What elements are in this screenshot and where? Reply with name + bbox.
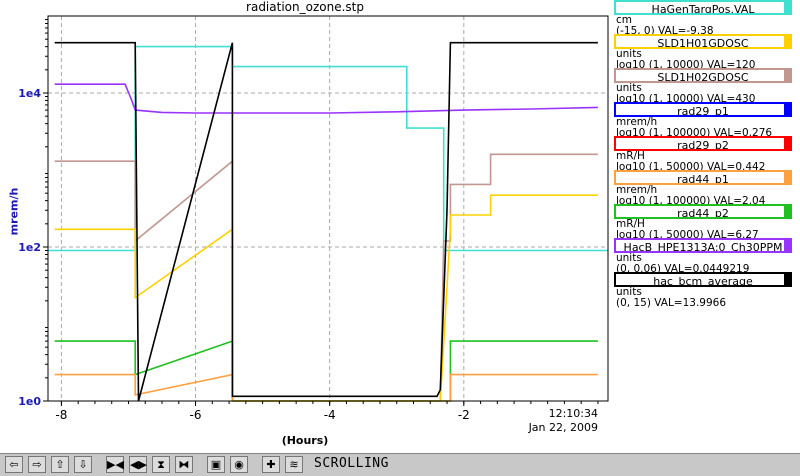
arrow-down-button[interactable]: ⇩ [74, 456, 92, 473]
legend-unit: units [616, 252, 642, 264]
arrow-right-button[interactable]: ⇨ [28, 456, 46, 473]
legend-series-name: SLD1H02GDOSC [657, 71, 749, 83]
zoom-out-y-button[interactable]: ⧓ [175, 456, 193, 473]
toolbar: ⇦ ⇨ ⇧ ⇩ ▶◀ ◀▶ ⧗ ⧓ ▣ ◉ ✚ ≋ SCROLLING [0, 453, 800, 476]
series-hac-bcm-average [54, 41, 598, 402]
x-tick-label: -8 [55, 408, 67, 422]
series-hagentargpos-val [48, 45, 608, 252]
legend-range: log10 (1, 100000) VAL=2.04 [616, 195, 766, 207]
legend-series-name: rad44_p2 [677, 207, 729, 219]
legend-entry[interactable]: rad44_p2 mR/H log10 (1, 50000) VAL=6.27 [612, 204, 800, 241]
series-sld1h02gdosc [54, 153, 598, 402]
autoscale-button[interactable]: ▣ [207, 456, 225, 473]
x-tick-label: -6 [190, 408, 202, 422]
current-time-stamp: 12:10:34 Jan 22, 2009 [520, 407, 598, 435]
series-rad44-p2 [54, 339, 598, 402]
legend-color-swatch [784, 138, 790, 149]
legend-series-name: rad29_p2 [677, 139, 729, 151]
axis-layer: -8 -6 -4 -2 1e0 1e2 1e4 [18, 19, 599, 422]
legend-color-swatch [784, 172, 790, 183]
legend-name-box[interactable]: rad44_p1 [614, 170, 792, 185]
legend-unit: mrem/h [616, 184, 658, 196]
legend-color-swatch [784, 104, 790, 115]
arrow-left-button[interactable]: ⇦ [5, 456, 23, 473]
legend-range: (0, 0.06) VAL=0.0449219 [616, 263, 750, 275]
y-tick-label: 1e4 [18, 87, 41, 100]
legend-name-box[interactable]: rad29_p1 [614, 102, 792, 117]
legend-name-box[interactable]: rad29_p2 [614, 136, 792, 151]
legend-name-box[interactable]: rad44_p2 [614, 204, 792, 219]
legend-series-name: hac_bcm_average [653, 275, 753, 287]
series-layer [48, 41, 608, 402]
chart-title: radiation_ozone.stp [246, 0, 364, 14]
overlay-button[interactable]: ≋ [285, 456, 303, 473]
time-value: 12:10:34 [548, 407, 598, 420]
legend-color-swatch [784, 240, 790, 251]
legend-range: (0, 15) VAL=13.9966 [616, 297, 727, 309]
legend-entry[interactable]: rad29_p2 mR/H log10 (1, 50000) VAL=0.442 [612, 136, 800, 173]
x-tick-label: -2 [458, 408, 470, 422]
legend-entry[interactable]: SLD1H02GDOSC units log10 (1, 10000) VAL=43… [612, 68, 800, 105]
legend-series-name: SLD1H01GDOSC [657, 37, 749, 49]
add-button[interactable]: ✚ [262, 456, 280, 473]
legend-entry[interactable]: HaGenTargPos.VAL cm (-15, 0) VAL=-9.38 [612, 0, 800, 37]
series-hacb-hpe1313a-0-ch30ppm [54, 83, 598, 114]
legend-unit: mR/H [616, 218, 645, 230]
date-value: Jan 22, 2009 [528, 421, 598, 434]
legend: HaGenTargPos.VAL cm (-15, 0) VAL=-9.38 SLD1… [612, 0, 800, 309]
plot-frame [47, 15, 609, 402]
x-axis-label: (Hours) [281, 434, 329, 447]
legend-range: log10 (1, 10000) VAL=120 [616, 59, 756, 71]
legend-range: log10 (1, 50000) VAL=6.27 [616, 229, 759, 241]
legend-color-swatch [784, 36, 790, 47]
legend-entry[interactable]: HacB_HPE1313A:0_Ch30PPM units (0, 0.06) VA… [612, 238, 800, 275]
legend-unit: cm [616, 14, 633, 26]
zoom-in-y-button[interactable]: ⧗ [152, 456, 170, 473]
grid-lines [48, 16, 608, 401]
legend-range: log10 (1, 50000) VAL=0.442 [616, 161, 766, 173]
legend-series-name: HacB_HPE1313A:0_Ch30PPM [623, 241, 783, 253]
legend-range: log10 (1, 10000) VAL=430 [616, 93, 756, 105]
legend-entry[interactable]: rad29_p1 mrem/h log10 (1, 100000) VAL=0.27… [612, 102, 800, 139]
legend-unit: units [616, 48, 642, 60]
legend-unit: units [616, 286, 642, 298]
y-axis-label: mrem/h [7, 187, 21, 236]
legend-name-box[interactable]: HaGenTargPos.VAL [614, 0, 792, 15]
legend-color-swatch [784, 274, 790, 285]
legend-color-swatch [784, 70, 790, 81]
zoom-out-x-button[interactable]: ◀▶ [129, 456, 147, 473]
record-button[interactable]: ◉ [230, 456, 248, 473]
legend-entry[interactable]: SLD1H01GDOSC units log10 (1, 10000) VAL=12… [612, 34, 800, 71]
legend-series-name: HaGenTargPos.VAL [651, 3, 755, 15]
y-tick-label: 1e0 [18, 395, 41, 408]
legend-color-swatch [784, 2, 790, 13]
legend-color-swatch [784, 206, 790, 217]
legend-unit: units [616, 82, 642, 94]
y-tick-label: 1e2 [18, 241, 41, 254]
legend-name-box[interactable]: HacB_HPE1313A:0_Ch30PPM [614, 238, 792, 253]
legend-series-name: rad44_p1 [677, 173, 729, 185]
x-tick-label: -4 [324, 408, 336, 422]
legend-range: log10 (1, 100000) VAL=0.276 [616, 127, 773, 139]
arrow-up-button[interactable]: ⇧ [51, 456, 69, 473]
legend-name-box[interactable]: hac_bcm_average [614, 272, 792, 287]
legend-unit: mR/H [616, 150, 645, 162]
legend-name-box[interactable]: SLD1H02GDOSC [614, 68, 792, 83]
scrolling-status: SCROLLING [314, 456, 389, 471]
legend-name-box[interactable]: SLD1H01GDOSC [614, 34, 792, 49]
legend-unit: mrem/h [616, 116, 658, 128]
legend-series-name: rad29_p1 [677, 105, 729, 117]
chart-area[interactable]: -8 -6 -4 -2 1e0 1e2 1e4 [0, 0, 800, 453]
zoom-in-x-button[interactable]: ▶◀ [106, 456, 124, 473]
legend-range: (-15, 0) VAL=-9.38 [616, 25, 714, 37]
legend-entry[interactable]: rad44_p1 mrem/h log10 (1, 100000) VAL=2.04 [612, 170, 800, 207]
